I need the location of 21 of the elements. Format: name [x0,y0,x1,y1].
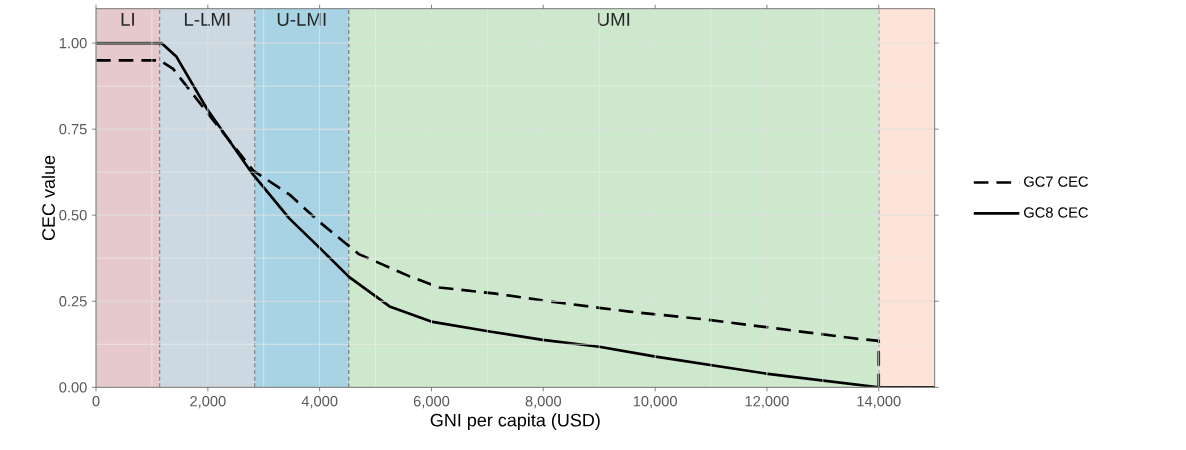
band-label: U-LMI [277,12,326,26]
y-axis-title: CEC value [41,155,55,241]
x-tick-label: 14,000 [857,396,901,409]
x-tick-label: 10,000 [633,396,677,409]
band-label: UMI [598,12,630,26]
x-tick-label: 2,000 [190,396,226,409]
x-tick-label: 6,000 [413,396,450,409]
y-tick-label: 0.75 [59,123,87,135]
y-tick-label: 0.50 [59,210,87,221]
x-tick-label: 12,000 [745,396,789,409]
x-tick-label: 0 [92,396,100,407]
band-label: L-LMI [184,12,230,26]
band-label: LI [121,12,134,26]
legend-label: GC8 CEC [1024,207,1088,218]
y-tick-label: 0.00 [59,382,87,393]
y-tick-label: 0.25 [59,296,87,307]
y-tick-label: 1.00 [59,37,87,49]
x-axis-title: GNI per capita (USD) [430,413,600,431]
x-tick-label: 8,000 [525,396,562,409]
x-tick-label: 4,000 [301,396,338,409]
legend-label: GC7 CEC [1024,176,1088,187]
